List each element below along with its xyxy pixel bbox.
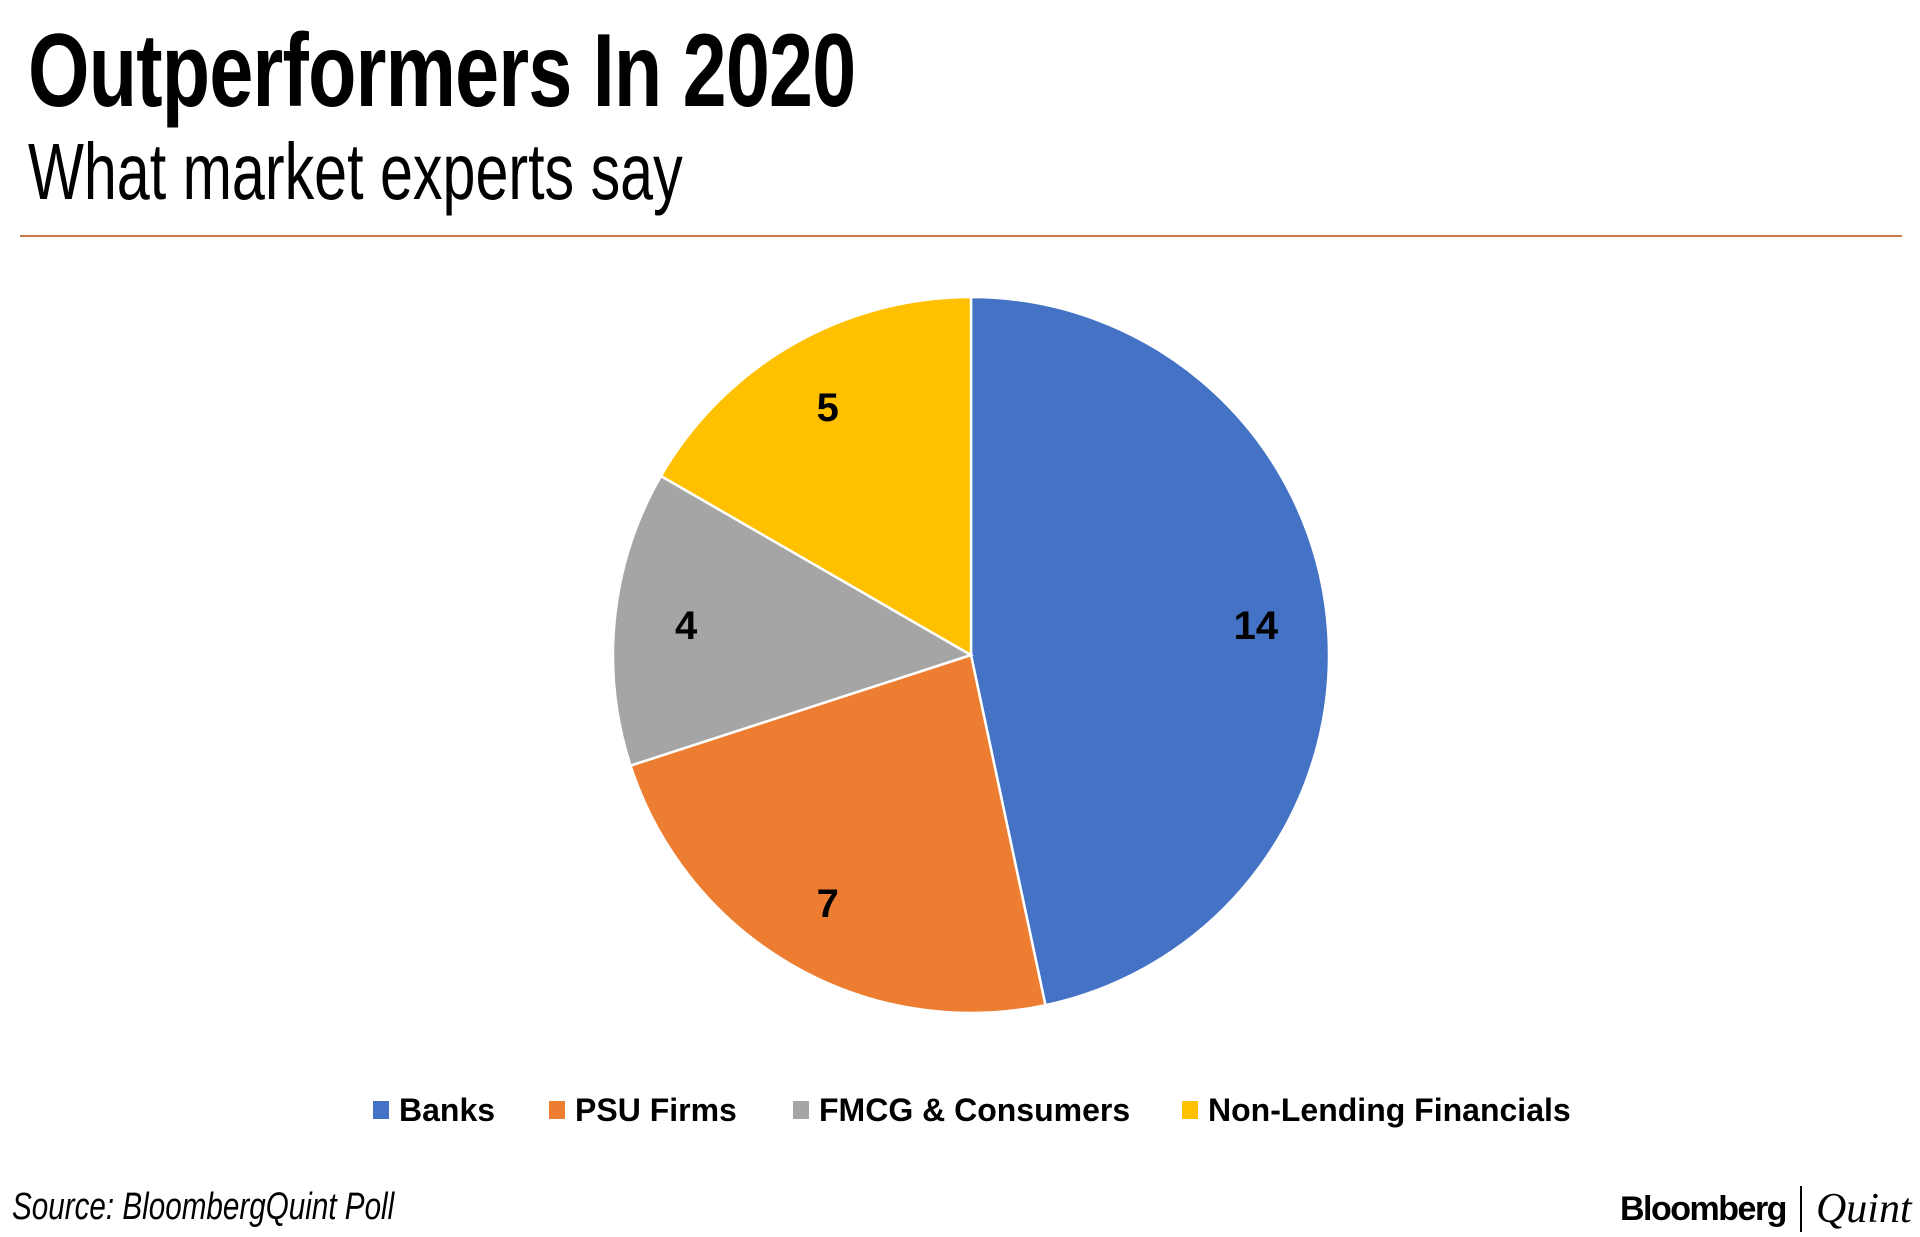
- legend-item-banks: Banks: [373, 1088, 495, 1132]
- pie-slice-non-lending-financials: [659, 295, 973, 658]
- data-label: 14: [1234, 604, 1279, 648]
- data-label: 4: [675, 604, 698, 648]
- legend-label: Non-Lending Financials: [1208, 1091, 1571, 1128]
- logo-divider: [1799, 1186, 1802, 1232]
- legend-swatch: [373, 1101, 389, 1119]
- data-label: 7: [817, 882, 839, 926]
- logo-bloomberg: Bloomberg: [1620, 1189, 1787, 1228]
- legend-item-non-lending: Non-Lending Financials: [1182, 1088, 1571, 1132]
- legend-label: FMCG & Consumers: [819, 1091, 1131, 1128]
- legend: Banks PSU Firms FMCG & Consumers Non-Len…: [0, 1088, 1920, 1132]
- legend-label: Banks: [399, 1091, 496, 1128]
- legend-swatch: [793, 1101, 809, 1119]
- divider: [20, 235, 1902, 237]
- legend-label: PSU Firms: [575, 1091, 737, 1128]
- source-note: Source: BloombergQuint Poll: [12, 1186, 395, 1228]
- chart-subtitle: What market experts say: [28, 127, 683, 216]
- chart-title: Outperformers In 2020: [28, 13, 856, 129]
- pie-slice-banks: [969, 295, 1331, 1007]
- pie-slice-fmcg-consumers: [611, 474, 975, 768]
- legend-item-psu-firms: PSU Firms: [549, 1088, 737, 1132]
- legend-swatch: [1182, 1101, 1198, 1119]
- bloombergquint-logo: Bloomberg Quint: [1620, 1184, 1912, 1234]
- pie-slice-psu-firms: [628, 653, 1047, 1015]
- logo-quint: Quint: [1815, 1186, 1912, 1232]
- legend-item-fmcg: FMCG & Consumers: [793, 1088, 1130, 1132]
- data-label: 5: [817, 386, 839, 430]
- legend-swatch: [549, 1101, 565, 1119]
